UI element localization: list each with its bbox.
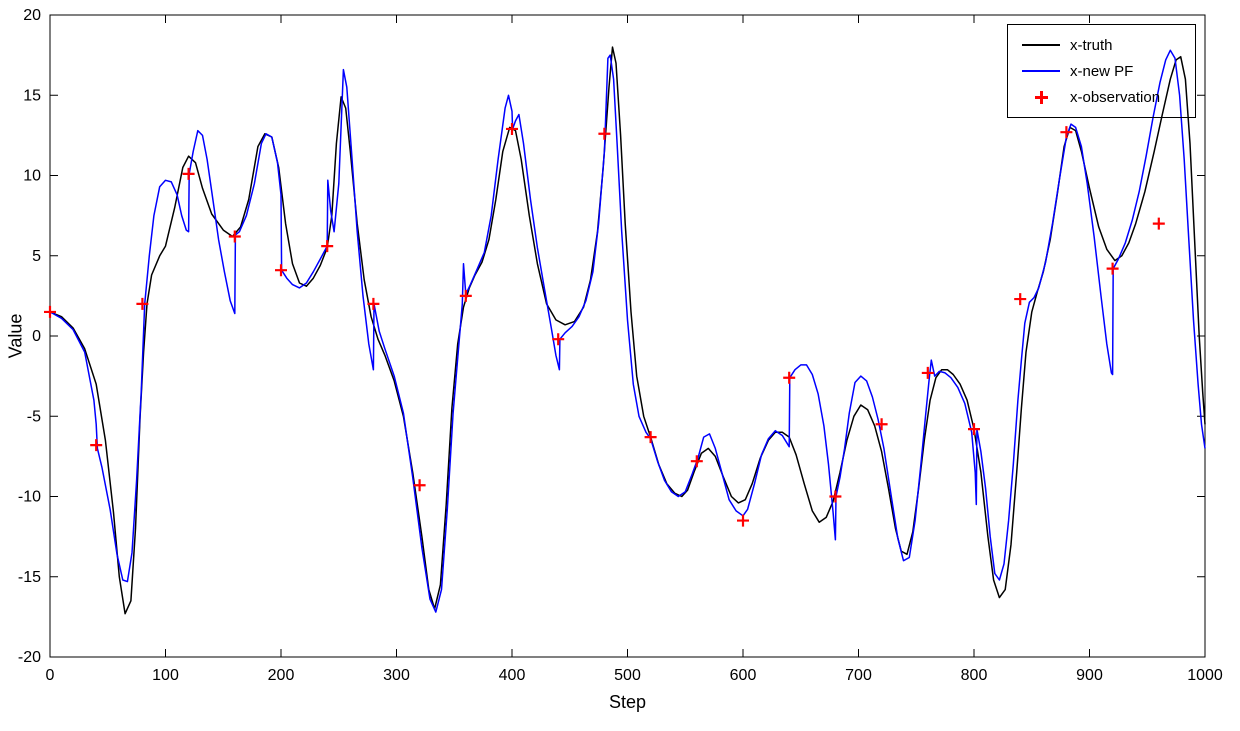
y-tick-label: 5 xyxy=(32,248,41,265)
y-tick-label: -20 xyxy=(18,649,41,666)
series-x-new-PF xyxy=(49,49,1206,613)
y-tick-label: -15 xyxy=(18,569,41,586)
x-tick-label: 200 xyxy=(268,667,295,684)
legend: x-truth x-new PF x-observation xyxy=(1007,24,1196,118)
y-tick-label: -10 xyxy=(18,489,41,506)
y-tick-label: 10 xyxy=(23,168,41,185)
y-tick-label: 0 xyxy=(32,328,41,345)
legend-label-observation: x-observation xyxy=(1070,88,1161,106)
legend-label-pf: x-new PF xyxy=(1070,62,1134,80)
legend-item-observation: x-observation xyxy=(1018,84,1187,110)
y-tick-label: -5 xyxy=(27,408,41,425)
y-tick-label: 15 xyxy=(23,87,41,104)
observation-markers xyxy=(44,122,1165,527)
y-tick-label: 20 xyxy=(23,7,41,24)
x-tick-label: 900 xyxy=(1076,667,1103,684)
legend-label-truth: x-truth xyxy=(1070,36,1113,54)
x-tick-label: 0 xyxy=(46,667,55,684)
legend-item-pf: x-new PF xyxy=(1018,58,1187,84)
series-x-truth xyxy=(49,46,1206,615)
x-tick-label: 500 xyxy=(614,667,641,684)
x-tick-label: 600 xyxy=(730,667,757,684)
x-tick-label: 800 xyxy=(961,667,988,684)
x-tick-label: 700 xyxy=(845,667,872,684)
x-tick-label: 1000 xyxy=(1187,667,1223,684)
pf-line-icon xyxy=(1018,70,1064,72)
x-tick-label: 100 xyxy=(152,667,179,684)
x-tick-label: 400 xyxy=(499,667,526,684)
truth-line-icon xyxy=(1018,44,1064,46)
legend-item-truth: x-truth xyxy=(1018,32,1187,58)
x-axis-label: Step xyxy=(608,692,647,712)
x-tick-label: 300 xyxy=(383,667,410,684)
y-axis-label: Value xyxy=(5,313,26,359)
observation-marker-icon xyxy=(1018,90,1064,104)
